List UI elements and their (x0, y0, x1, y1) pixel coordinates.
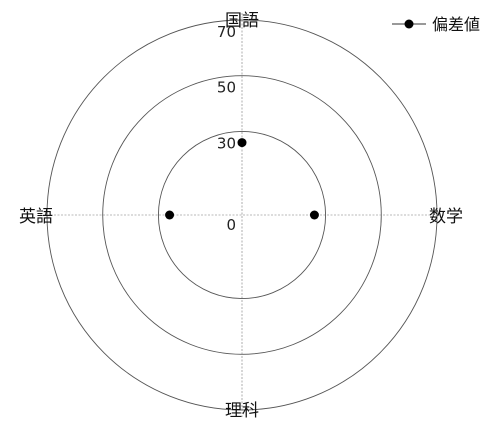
axis-label-3: 英語 (19, 207, 53, 227)
data-point-英語 (165, 210, 175, 220)
legend: 偏差値 (392, 15, 480, 34)
data-point-国語 (237, 138, 247, 148)
axis-label-0: 国語 (225, 11, 259, 31)
radar-rings (46, 19, 438, 411)
ring-70 (46, 19, 438, 411)
radar-axes (40, 13, 444, 417)
ring-30 (157, 130, 327, 300)
legend-marker (404, 19, 414, 29)
data-point-数学 (309, 210, 319, 220)
tick-label-50: 50 (217, 79, 236, 97)
axis-label-2: 理科 (225, 401, 259, 421)
tick-label-30: 30 (217, 134, 236, 152)
radar-tick-labels: 0 30 50 70 (217, 23, 236, 234)
legend-label: 偏差値 (432, 15, 480, 34)
tick-label-70: 70 (217, 23, 236, 41)
radar-data-points (165, 138, 319, 220)
axis-label-1: 数学 (429, 207, 463, 227)
tick-label-0: 0 (226, 216, 236, 234)
